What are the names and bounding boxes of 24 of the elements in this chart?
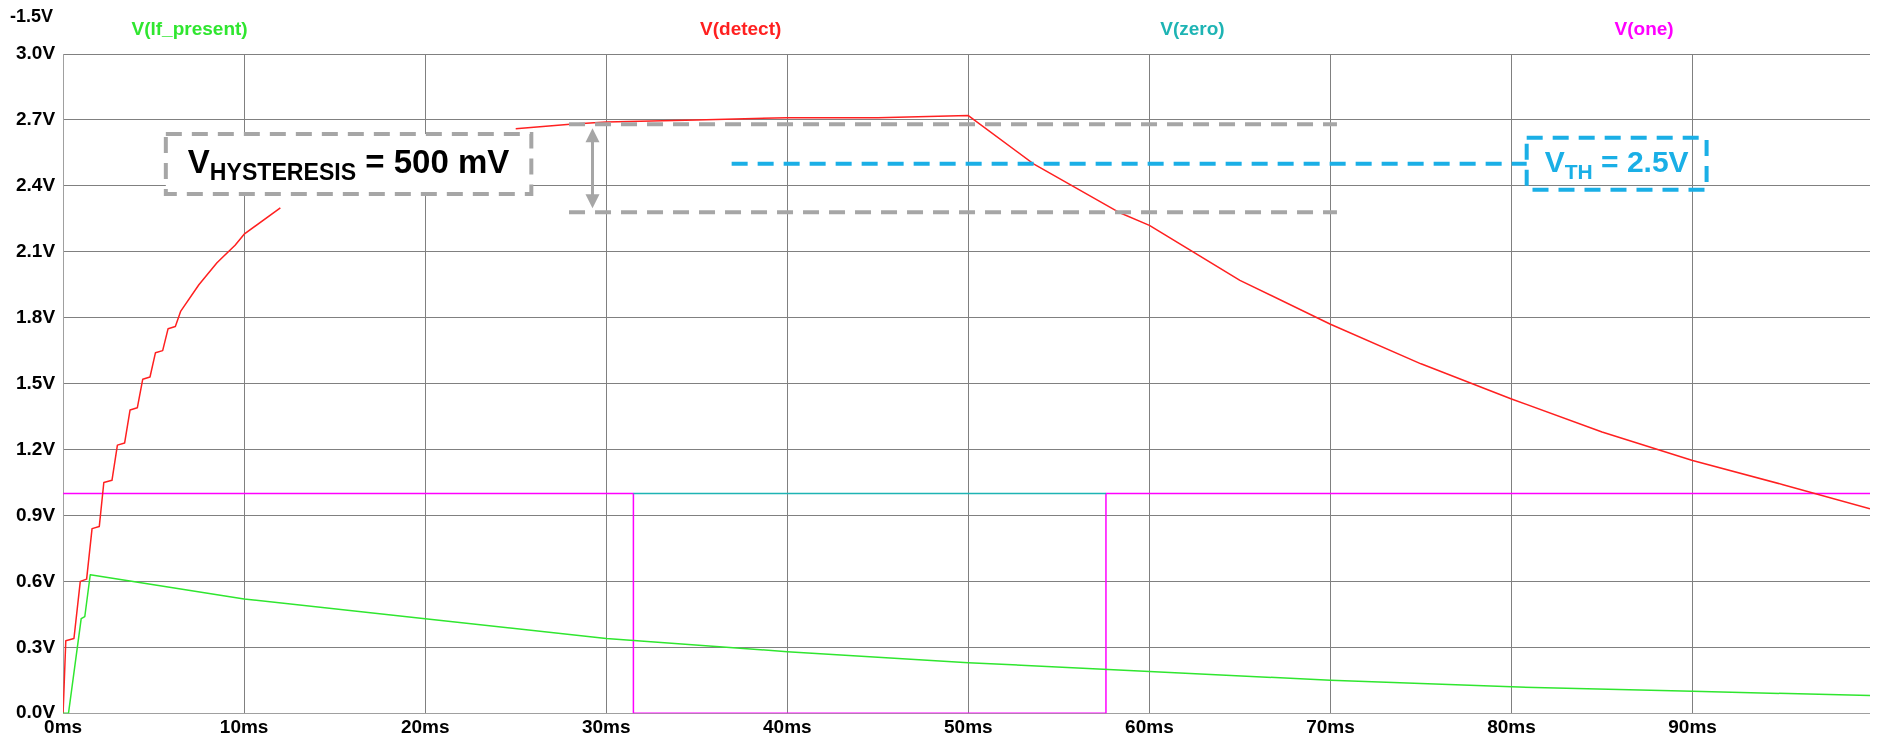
x-tick-label: 60ms — [1125, 715, 1174, 737]
y-tick-label: 3.0V — [15, 42, 56, 64]
y-tick-label: 2.7V — [15, 108, 56, 130]
y-tick-label: 0.9V — [15, 503, 56, 525]
y-tick-label: 1.2V — [15, 437, 56, 459]
y-tick-label: 2.4V — [15, 174, 56, 196]
text: V(zero) — [1160, 18, 1225, 40]
y-tick-label: 1.5V — [15, 371, 56, 393]
x-tick-label: 50ms — [944, 715, 993, 737]
y-tick-label: 0.6V — [15, 569, 56, 591]
y-tick-label: 1.8V — [15, 305, 56, 327]
x-tick-label: 80ms — [1487, 715, 1536, 737]
y-tick-label: 0.3V — [15, 635, 56, 657]
text: V(one) — [1614, 18, 1674, 40]
y-tick-label: 2.1V — [15, 239, 56, 261]
x-tick-label: 40ms — [762, 715, 812, 737]
x-tick-label: 30ms — [581, 715, 631, 737]
x-tick-label: 20ms — [400, 715, 450, 737]
text: V(lf_present) — [131, 18, 248, 40]
text: -1.5V — [10, 5, 54, 26]
text: V(detect) — [700, 18, 782, 40]
x-tick-label: 10ms — [219, 715, 269, 737]
x-tick-label: 90ms — [1668, 715, 1717, 737]
x-tick-label: 70ms — [1306, 715, 1355, 737]
